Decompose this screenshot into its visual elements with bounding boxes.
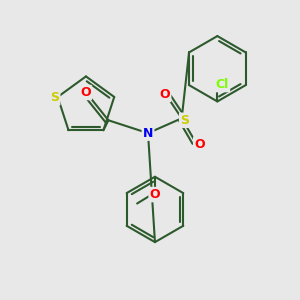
Text: S: S — [180, 114, 189, 127]
Text: S: S — [50, 92, 59, 104]
Text: Cl: Cl — [216, 78, 229, 91]
Text: N: N — [143, 127, 153, 140]
Text: O: O — [194, 138, 205, 151]
Text: O: O — [80, 86, 91, 99]
Text: O: O — [150, 188, 160, 201]
Text: O: O — [160, 88, 170, 101]
